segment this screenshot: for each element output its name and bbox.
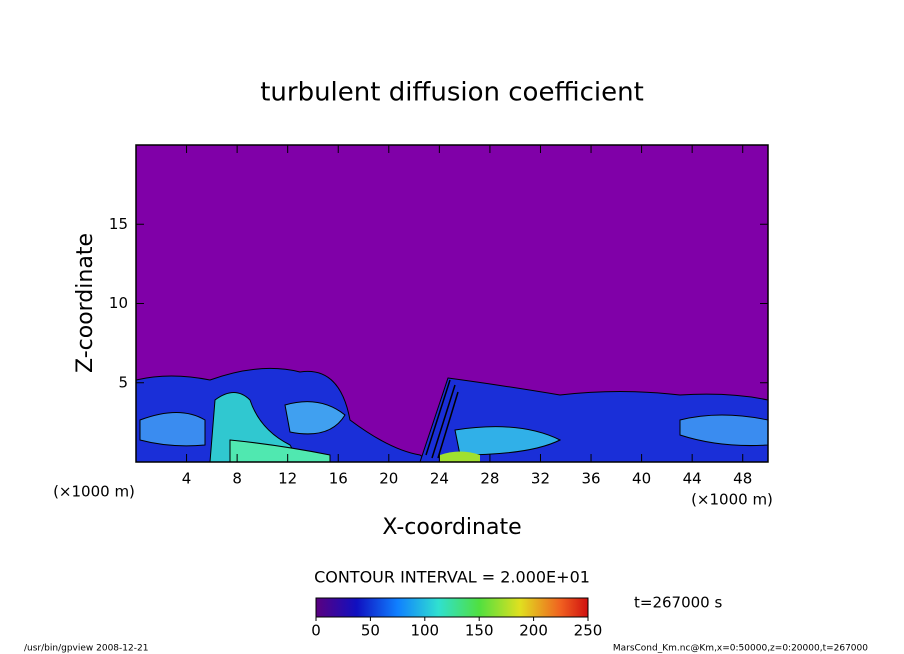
y-axis-label: Z-coordinate xyxy=(73,233,98,373)
time-label: t=267000 s xyxy=(634,594,722,612)
x-tick-label: 36 xyxy=(581,470,600,488)
y-tick-label: 15 xyxy=(109,215,128,233)
x-unit: (×1000 m) xyxy=(691,491,773,509)
x-tick-label: 48 xyxy=(733,470,752,488)
colorbar-tick-label: 150 xyxy=(465,622,494,640)
colorbar-tick-label: 250 xyxy=(574,622,603,640)
x-tick-label: 28 xyxy=(480,470,499,488)
colorbar xyxy=(315,597,589,618)
contour-interval: CONTOUR INTERVAL = 2.000E+01 xyxy=(314,568,590,587)
colorbar-tick-label: 50 xyxy=(361,622,380,640)
x-axis-label: X-coordinate xyxy=(382,515,521,540)
x-tick-label: 4 xyxy=(182,470,192,488)
x-tick-label: 8 xyxy=(232,470,242,488)
x-tick-label: 16 xyxy=(329,470,348,488)
x-tick-label: 24 xyxy=(430,470,449,488)
colorbar-tick-label: 100 xyxy=(410,622,439,640)
colorbar-tick-label: 200 xyxy=(519,622,548,640)
x-tick-label: 44 xyxy=(683,470,702,488)
footer-left: /usr/bin/gpview 2008-12-21 xyxy=(24,644,148,654)
colorbar-tick-label: 0 xyxy=(311,622,321,640)
x-unit: (×1000 m) xyxy=(53,483,135,501)
field-region xyxy=(440,451,480,462)
x-tick-label: 12 xyxy=(278,470,297,488)
field-region xyxy=(679,414,768,447)
chart-title: turbulent diffusion coefficient xyxy=(260,78,644,108)
footer-right: MarsCond_Km.nc@Km,x=0:50000,z=0:20000,t=… xyxy=(613,644,868,654)
x-tick-label: 40 xyxy=(632,470,651,488)
y-tick-label: 5 xyxy=(118,373,128,391)
field-region xyxy=(229,439,331,462)
x-tick-label: 32 xyxy=(531,470,550,488)
y-tick-label: 10 xyxy=(109,294,128,312)
field-region xyxy=(136,367,431,462)
field-region xyxy=(284,401,346,435)
field-region xyxy=(139,412,206,447)
contour-line xyxy=(425,379,459,459)
field xyxy=(136,145,768,462)
x-tick-label: 20 xyxy=(379,470,398,488)
